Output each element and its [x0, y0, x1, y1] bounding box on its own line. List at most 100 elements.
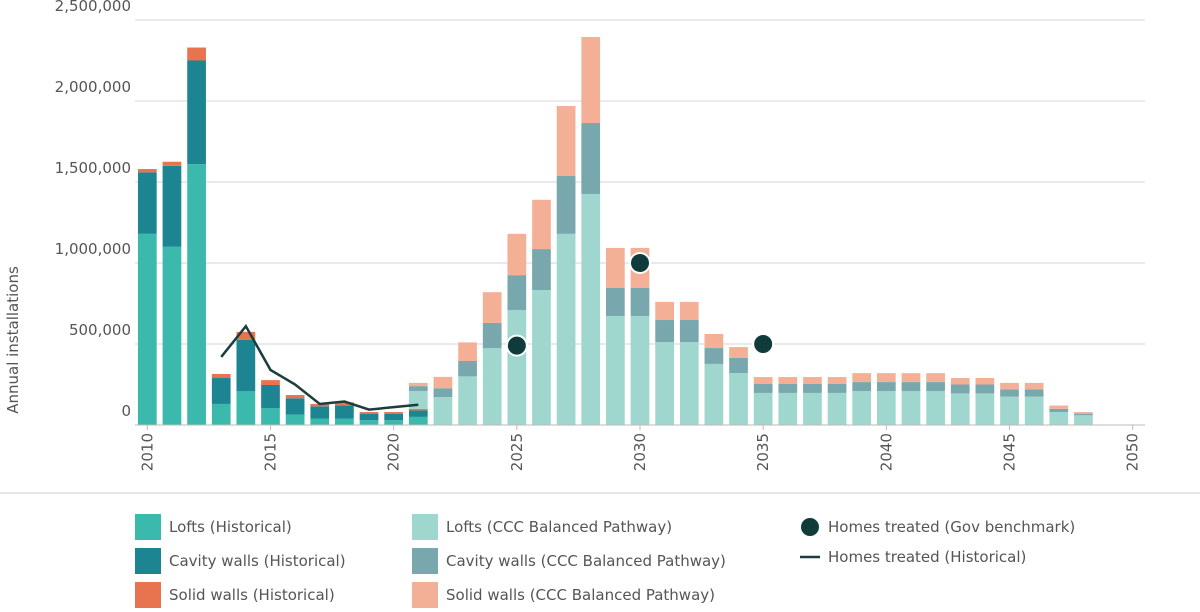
bar	[532, 199, 551, 250]
legend-label: Homes treated (Historical)	[828, 548, 1026, 566]
bar	[285, 395, 305, 399]
x-tick-label: 2015	[261, 433, 279, 471]
bar	[507, 309, 527, 425]
bar	[359, 412, 379, 414]
bar	[926, 382, 945, 391]
legend-label: Lofts (CCC Balanced Pathway)	[446, 518, 672, 536]
legend-swatch	[412, 548, 438, 574]
bar	[236, 331, 256, 340]
bar	[1049, 405, 1069, 409]
x-tick-label: 2040	[877, 433, 895, 471]
bar	[556, 176, 576, 234]
bar	[408, 416, 428, 425]
bar	[187, 60, 206, 165]
bar	[852, 373, 872, 383]
bar	[679, 320, 699, 343]
bar	[827, 384, 847, 393]
bar	[507, 275, 527, 310]
bar	[556, 106, 576, 177]
bar	[310, 406, 330, 419]
bar	[162, 165, 182, 247]
legend-label: Lofts (Historical)	[169, 518, 292, 536]
bar	[926, 390, 945, 425]
bar	[458, 376, 477, 425]
bar	[433, 397, 453, 425]
bar	[211, 373, 231, 379]
legend-swatch	[412, 582, 438, 608]
bar	[704, 348, 724, 364]
bar	[729, 357, 748, 373]
bar	[408, 408, 428, 411]
bar	[901, 373, 921, 383]
y-tick-label: 500,000	[69, 321, 131, 339]
bar	[975, 384, 995, 394]
point	[752, 333, 775, 355]
y-tick-label: 2,000,000	[55, 78, 131, 96]
bar	[926, 373, 945, 383]
y-tick-label: 1,000,000	[55, 240, 131, 258]
point	[505, 334, 528, 357]
bar	[975, 378, 995, 385]
bar	[236, 390, 256, 425]
bar	[137, 172, 157, 234]
bar	[901, 390, 921, 425]
bar	[137, 233, 157, 425]
bar	[359, 420, 379, 425]
bar	[1024, 396, 1044, 425]
bar	[482, 348, 502, 425]
bar	[187, 47, 206, 61]
bar	[408, 410, 428, 417]
legend-swatch	[801, 518, 819, 536]
bar	[753, 384, 773, 393]
bar	[778, 377, 798, 385]
bar	[606, 287, 625, 316]
bar	[458, 361, 477, 377]
bar	[1074, 413, 1093, 416]
bar	[532, 249, 551, 291]
bar	[556, 233, 576, 425]
bar	[285, 398, 305, 415]
bar	[827, 377, 847, 385]
bar	[408, 382, 428, 387]
bar	[630, 315, 650, 425]
bar	[433, 376, 453, 389]
bar	[581, 123, 601, 194]
bar	[630, 287, 650, 316]
bar	[901, 382, 921, 391]
bar	[975, 393, 995, 425]
bar	[433, 388, 453, 398]
bar	[359, 413, 379, 421]
bar	[803, 377, 822, 385]
bar	[852, 390, 872, 425]
bar	[950, 393, 970, 425]
bar	[482, 322, 502, 349]
bar	[162, 161, 182, 166]
bar	[285, 414, 305, 425]
bar	[679, 301, 699, 321]
bar	[729, 347, 748, 358]
bar	[507, 233, 527, 276]
bar	[335, 418, 354, 425]
bar	[655, 342, 674, 425]
bar	[581, 193, 601, 425]
legend-label: Cavity walls (CCC Balanced Pathway)	[446, 552, 726, 570]
bar	[803, 392, 822, 425]
bar	[753, 392, 773, 425]
bar	[310, 418, 330, 425]
bar	[137, 169, 157, 173]
y-tick-label: 0	[121, 402, 131, 420]
legend-swatch	[135, 582, 161, 608]
x-tick-label: 2025	[508, 433, 526, 471]
bar	[458, 342, 477, 362]
x-tick-label: 2010	[138, 433, 156, 471]
x-tick-label: 2035	[754, 433, 772, 471]
bar	[827, 392, 847, 425]
bar	[408, 386, 428, 391]
bar	[384, 413, 404, 421]
bar	[679, 342, 699, 425]
bar	[655, 301, 674, 321]
bar	[261, 380, 280, 385]
bar	[876, 373, 896, 383]
bar	[1024, 389, 1044, 397]
